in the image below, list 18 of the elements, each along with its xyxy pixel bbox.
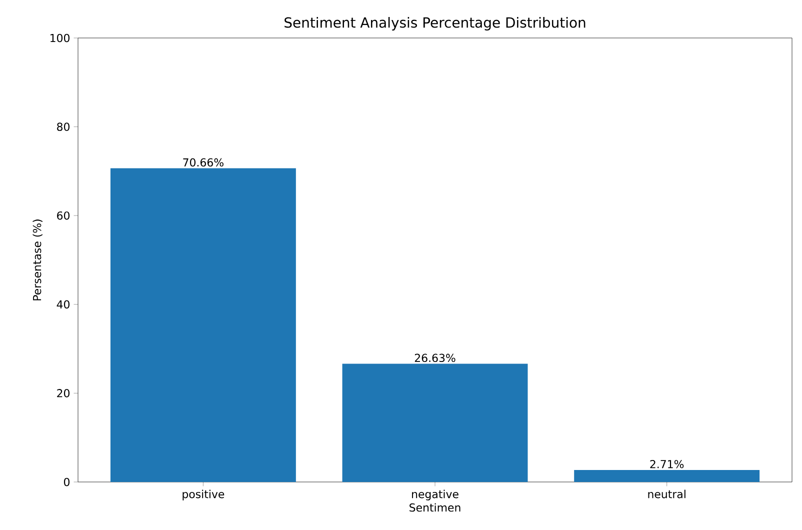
y-tick-label: 0 (64, 478, 70, 486)
data-label: 70.66% (183, 158, 224, 167)
y-tick-label: 60 (57, 211, 70, 220)
bar (574, 470, 760, 482)
bar (342, 364, 528, 482)
y-tick-label: 40 (56, 300, 70, 309)
data-label: 26.63% (414, 354, 456, 362)
x-tick-label: negative (412, 490, 458, 500)
x-tick-label: neutral (648, 490, 686, 498)
y-tick-label: 80 (57, 122, 70, 131)
bar (110, 168, 296, 482)
data-label: 2.71% (650, 460, 684, 468)
x-axis-title: Sentimen (410, 503, 460, 512)
x-tick-label: positive (182, 490, 224, 500)
y-axis-title: Persentase (%) (32, 220, 42, 300)
chart-title: Sentiment Analysis Percentage Distribution (284, 16, 586, 30)
y-tick-label: 20 (57, 389, 70, 398)
y-tick-label: 100 (50, 34, 70, 42)
